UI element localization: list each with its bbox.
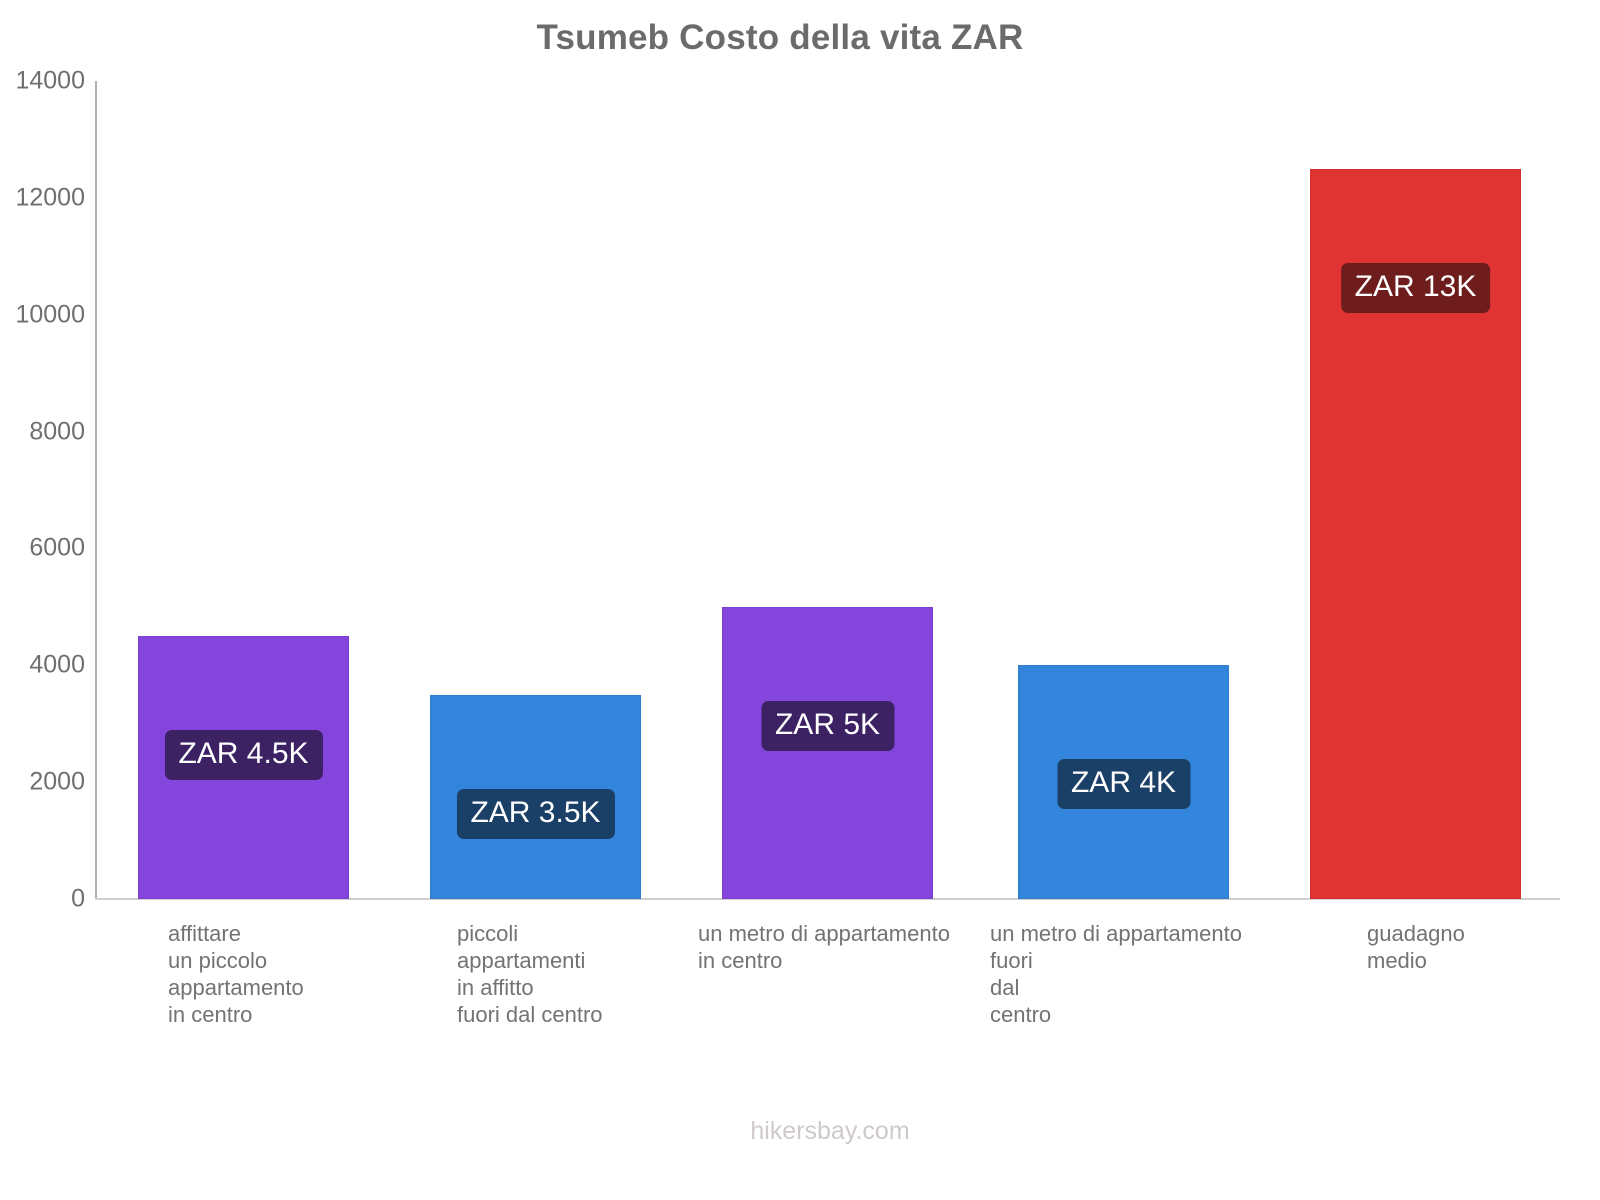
bar[interactable]: ZAR 4K [1018,665,1229,899]
footer-brand: hikersbay.com [750,1117,910,1145]
bar-value-badge: ZAR 13K [1340,262,1491,313]
y-axis-tick-label: 2000 [29,767,85,796]
y-axis-tick-label: 8000 [29,417,85,446]
bar-value-badge: ZAR 3.5K [456,788,615,839]
x-axis-category-label: un metro di appartamento fuori dal centr… [990,921,1242,1027]
x-axis-category-label: affittare un piccolo appartamento in cen… [168,921,304,1027]
bar[interactable]: ZAR 3.5K [430,694,641,899]
y-axis-tick-labels: 14000 12000 10000 8000 6000 4000 2000 0 [0,0,85,1200]
bar[interactable]: ZAR 5K [722,606,933,899]
y-axis-tick-label: 12000 [15,183,85,212]
bar-rect [722,606,933,899]
y-axis-tick-label: 10000 [15,300,85,329]
y-axis-tick-label: 0 [71,884,85,913]
bar-value-badge: ZAR 5K [760,700,895,751]
y-axis-tick-label: 6000 [29,533,85,562]
bar-value-badge: ZAR 4K [1056,759,1191,810]
y-axis-tick-label: 14000 [15,66,85,95]
y-axis-tick-label: 4000 [29,650,85,679]
x-axis-category-label: un metro di appartamento in centro [698,921,950,973]
chart-title: Tsumeb Costo della vita ZAR [536,18,1024,57]
x-axis-line [95,898,1560,900]
y-axis-line [95,81,97,899]
x-axis-category-label: piccoli appartamenti in affitto fuori da… [457,921,603,1027]
bar-value-badge: ZAR 4.5K [164,730,323,781]
x-axis-category-label: guadagno medio [1367,921,1465,973]
bar[interactable]: ZAR 13K [1310,168,1521,899]
bar[interactable]: ZAR 4.5K [138,636,349,899]
